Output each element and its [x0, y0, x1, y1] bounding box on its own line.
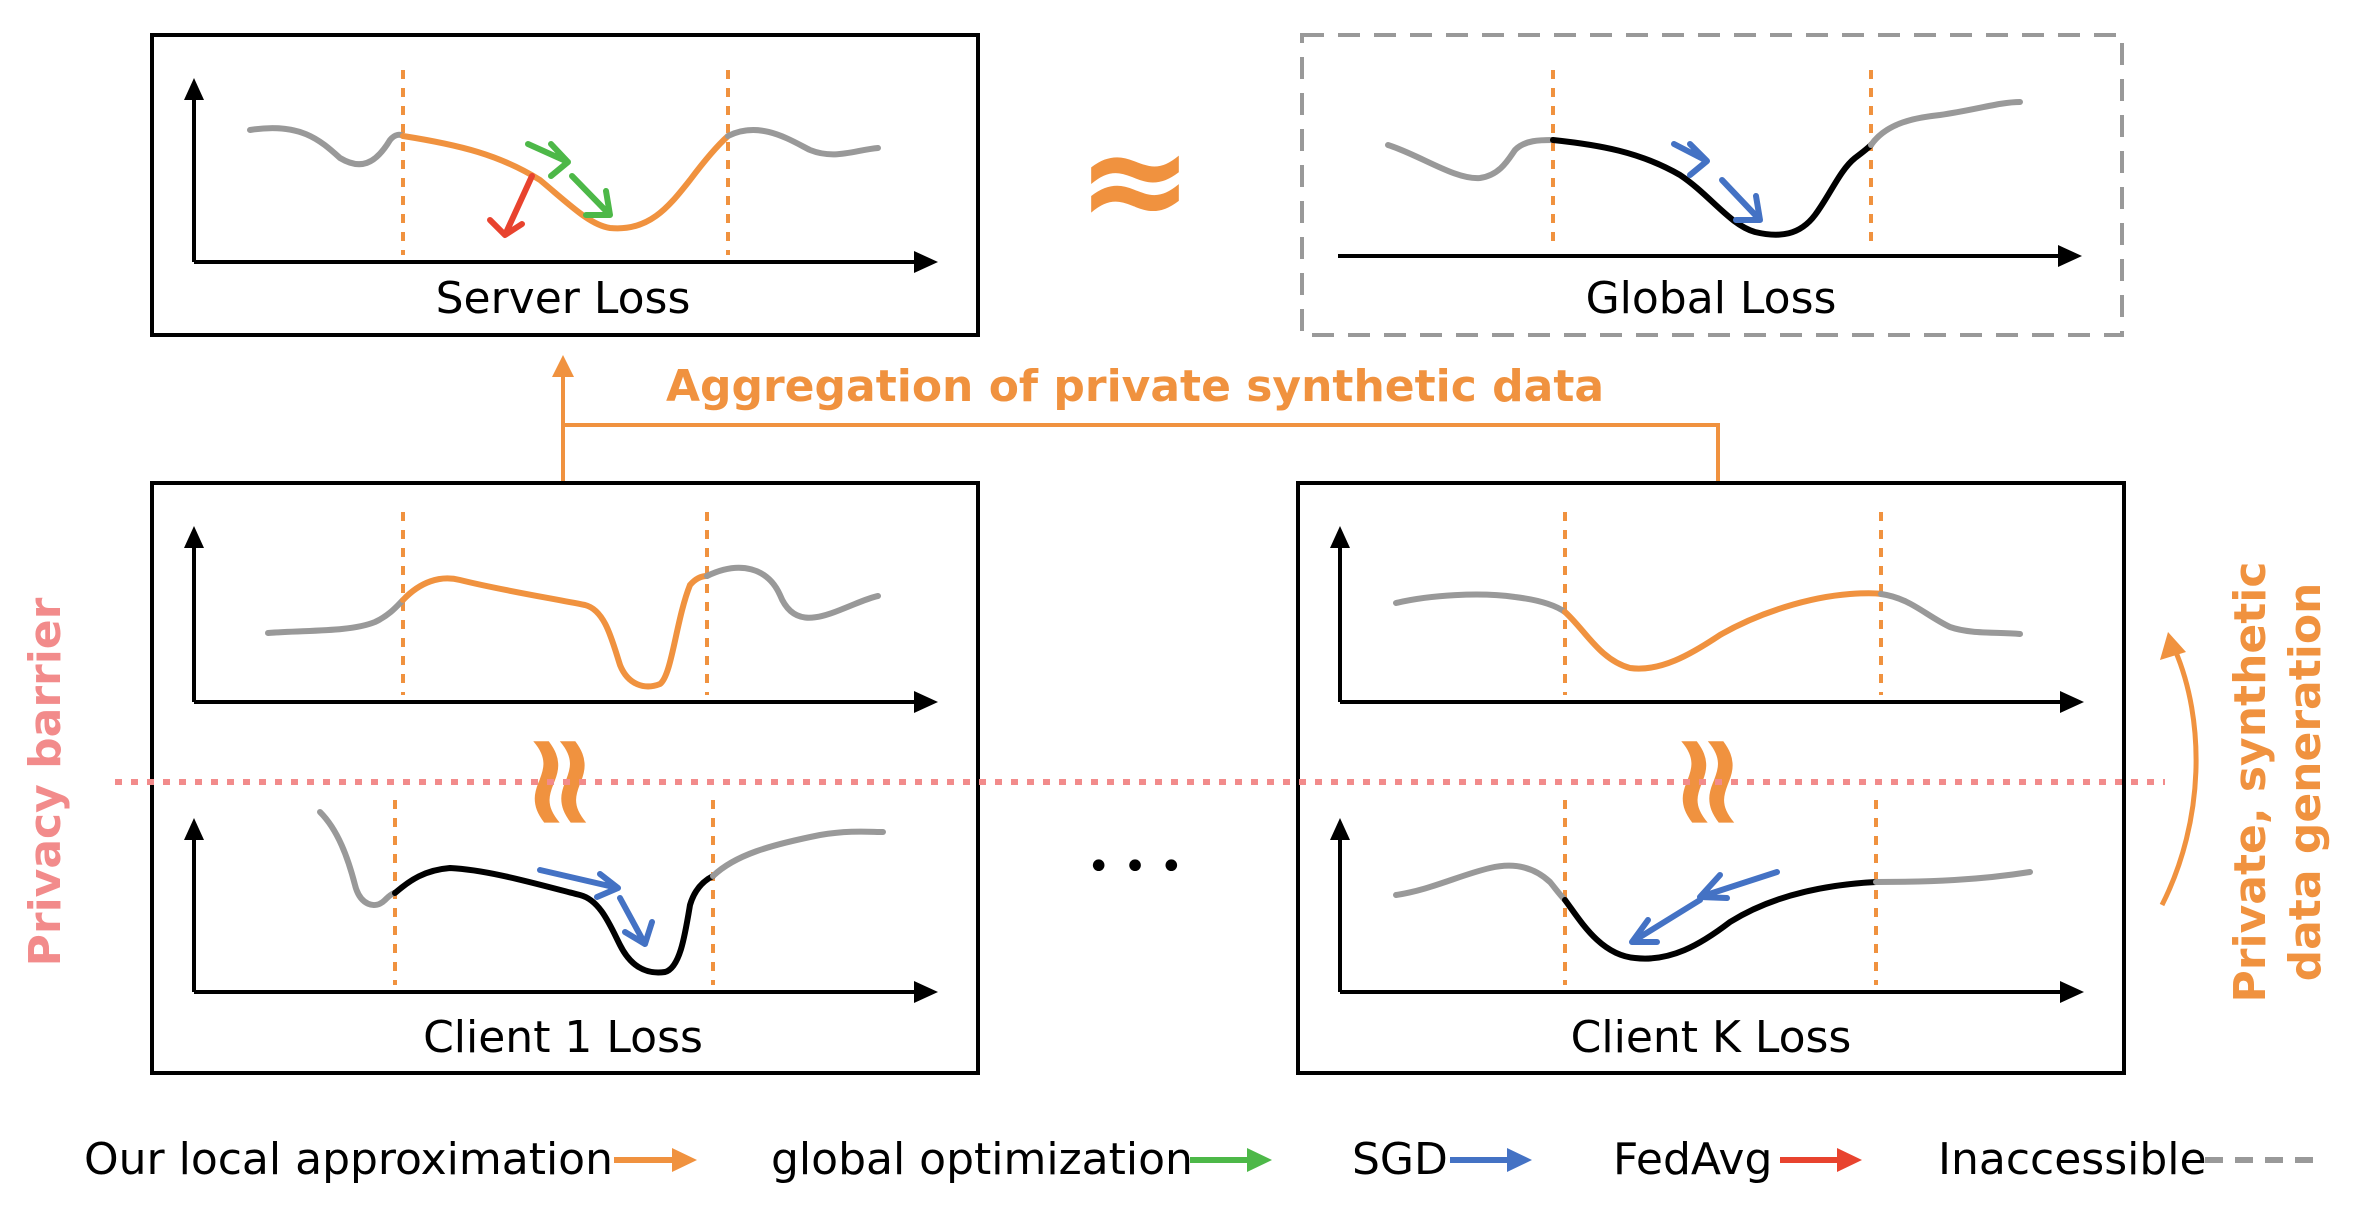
client-k-sgd-arrow-2 — [1629, 897, 1703, 945]
global-optimization-arrow-2 — [569, 173, 613, 218]
global-loss-label: Global Loss — [1586, 273, 1837, 324]
client-k-bottom-y-arrowhead — [1330, 818, 1350, 840]
client-1-sgd-arrow-1 — [537, 867, 621, 900]
legend-label-global-optimization: global optimization — [771, 1134, 1193, 1185]
client-k-top-curve-approx — [1562, 590, 1884, 672]
legend-label-sgd: SGD — [1352, 1134, 1448, 1185]
client-1-bottom-curve-client — [392, 864, 716, 976]
aggregation-label: Aggregation of private synthetic data — [666, 361, 1604, 412]
client-1-top-x-arrowhead — [914, 691, 938, 713]
client-1-bottom-curve-left-gray — [317, 809, 398, 908]
client-k-top-y-arrowhead — [1330, 526, 1350, 548]
client-k-sgd-arrow-1 — [1697, 869, 1780, 901]
client-k-panel: ≈ Client K Loss — [1296, 481, 2126, 1075]
legend: Our local approximation global optimizat… — [84, 1134, 2325, 1185]
client-1-bottom-x-arrowhead — [914, 981, 938, 1003]
server-y-axis-arrowhead — [184, 78, 204, 100]
client-1-loss-label: Client 1 Loss — [423, 1012, 703, 1063]
client-1-panel: ≈ Client 1 Loss — [150, 481, 980, 1075]
global-x-axis-arrowhead — [2058, 245, 2082, 267]
server-curve-approx — [400, 133, 731, 232]
synthetic-generation: Private, synthetic data generation — [2159, 562, 2331, 1003]
client-k-bottom-curve-left-gray — [1393, 862, 1568, 903]
global-loss-panel: Global Loss — [1300, 33, 2124, 337]
server-x-axis-arrowhead — [914, 251, 938, 273]
client-k-top-x-arrowhead — [2060, 691, 2084, 713]
approx-symbol: ≈ — [1076, 99, 1193, 262]
client-k-bottom-curve-client — [1562, 879, 1879, 962]
generation-arrowhead — [2160, 632, 2186, 660]
legend-arrowhead-sgd — [1507, 1148, 1532, 1172]
legend-label-fedavg: FedAvg — [1613, 1134, 1772, 1185]
server-loss-panel: Server Loss — [150, 33, 980, 337]
client-k-top-curve-left-gray — [1393, 591, 1568, 615]
client-k-bottom-curve-right-gray — [1873, 869, 2033, 885]
client-k-approx-symbol: ≈ — [1636, 728, 1788, 837]
global-curve-left-gray — [1385, 137, 1556, 182]
client-1-sgd-arrow-2 — [617, 895, 655, 947]
client-1-top-y-arrowhead — [184, 526, 204, 548]
legend-label-approximation: Our local approximation — [84, 1134, 613, 1185]
client-1-top-curve-left-gray — [265, 597, 406, 636]
aggregation-connector: Aggregation of private synthetic data — [552, 355, 1720, 483]
privacy-barrier: Privacy barrier — [20, 597, 2165, 966]
global-curve-right-gray — [1868, 99, 2023, 148]
fedavg-arrow — [487, 173, 535, 238]
client-1-bottom-curve-right-gray — [710, 828, 886, 879]
client-1-top-curve-right-gray — [704, 564, 881, 621]
global-curve-accessible — [1550, 137, 1874, 238]
legend-arrowhead-global-optimization — [1247, 1148, 1272, 1172]
generation-label-line-1: Private, synthetic — [2225, 562, 2276, 1003]
global-sgd-arrow-2 — [1719, 177, 1763, 223]
aggregation-bracket — [561, 423, 1720, 483]
client-k-loss-label: Client K Loss — [1571, 1012, 1852, 1063]
aggregation-up-arrowhead — [552, 355, 574, 377]
client-k-panel-frame — [1296, 481, 2126, 1075]
more-clients-ellipsis: • • • — [1087, 844, 1183, 890]
legend-arrowhead-approximation — [672, 1148, 697, 1172]
legend-arrowhead-fedavg — [1837, 1148, 1862, 1172]
server-curve-left-gray — [247, 125, 406, 168]
legend-label-inaccessible: Inaccessible — [1938, 1134, 2207, 1185]
generation-label-line-2: data generation — [2280, 583, 2331, 982]
global-sgd-arrow-1 — [1671, 141, 1710, 178]
global-panel-frame-inaccessible — [1300, 33, 2124, 337]
client-k-top-curve-right-gray — [1878, 591, 2023, 637]
server-curve-right-gray — [725, 127, 881, 158]
server-loss-label: Server Loss — [436, 273, 691, 324]
generation-curved-arrow — [2159, 649, 2199, 907]
client-1-bottom-y-arrowhead — [184, 818, 204, 840]
server-panel-frame — [150, 33, 980, 337]
privacy-barrier-label: Privacy barrier — [20, 597, 71, 966]
client-k-bottom-x-arrowhead — [2060, 981, 2084, 1003]
client-1-top-curve-approx — [400, 573, 710, 690]
client-1-panel-frame — [150, 481, 980, 1075]
global-optimization-arrow-1 — [525, 141, 571, 179]
